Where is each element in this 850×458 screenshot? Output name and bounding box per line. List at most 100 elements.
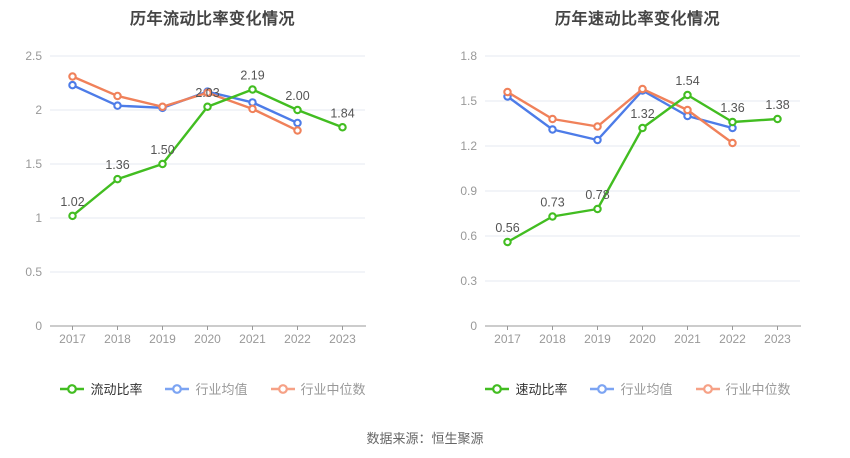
y-axis-tick-label: 0.6 bbox=[460, 229, 477, 243]
legend-item-label: 行业中位数 bbox=[300, 382, 366, 397]
y-axis-tick-label: 1.2 bbox=[460, 139, 477, 153]
x-axis-tick-label: 2020 bbox=[194, 332, 221, 346]
x-axis-tick-label: 2018 bbox=[104, 332, 131, 346]
data-point-label: 1.54 bbox=[675, 74, 699, 88]
data-point-label: 0.56 bbox=[495, 221, 519, 235]
data-point-marker bbox=[548, 125, 557, 134]
legend-item-3[interactable]: 行业中位数 bbox=[270, 379, 366, 398]
chart-plot: 0 0.3 0.6 0.9 1.2 1.5 1.8 2017 2018 2019 2020 2021 2… bbox=[460, 49, 801, 346]
data-point-label: 2.19 bbox=[240, 68, 264, 82]
data-point-marker bbox=[548, 114, 557, 124]
chart-legend: 速动比率 行业均值 行业中位数 bbox=[425, 379, 850, 398]
data-point-marker bbox=[338, 123, 347, 132]
legend-line-marker-icon bbox=[590, 383, 615, 394]
data-point-label: 2.03 bbox=[195, 86, 219, 100]
data-point-marker bbox=[68, 80, 77, 90]
x-axis-tick-label: 2021 bbox=[239, 332, 266, 346]
legend-line-marker-icon bbox=[485, 383, 510, 394]
y-axis-tick-label: 0 bbox=[470, 319, 477, 333]
data-point-marker bbox=[293, 126, 302, 135]
legend-line-marker-icon bbox=[695, 383, 720, 394]
legend-item-label: 行业中位数 bbox=[725, 382, 791, 397]
y-axis-tick-label: 0.9 bbox=[460, 184, 477, 198]
x-axis-tick-label: 2021 bbox=[674, 332, 701, 346]
data-point-label: 0.73 bbox=[540, 196, 564, 210]
data-point-marker bbox=[68, 211, 77, 221]
data-point-label: 1.02 bbox=[60, 195, 84, 209]
quick-ratio-chart: 历年速动比率变化情况 0 0.3 0.6 0.9 1.2 1.5 1.8 2017 2018 20… bbox=[425, 0, 850, 412]
legend-item-1[interactable]: 速动比率 bbox=[484, 379, 567, 398]
legend-item-label: 流动比率 bbox=[90, 382, 143, 397]
data-point-marker bbox=[638, 123, 647, 133]
legend-item-2[interactable]: 行业均值 bbox=[589, 379, 673, 398]
y-axis-tick-label: 0.5 bbox=[25, 265, 42, 279]
legend-marker-circle bbox=[492, 383, 503, 394]
x-axis-tick-label: 2019 bbox=[149, 332, 176, 346]
chart-title: 历年速动比率变化情况 bbox=[554, 11, 720, 28]
x-axis-tick-label: 2017 bbox=[494, 332, 521, 346]
data-point-marker bbox=[773, 114, 782, 124]
data-point-label: 1.32 bbox=[630, 107, 654, 121]
y-axis-tick-label: 1.5 bbox=[25, 157, 42, 171]
legend-marker-circle bbox=[277, 383, 288, 394]
x-axis-tick-label: 2020 bbox=[629, 332, 656, 346]
data-source-note: 数据来源：恒生聚源 bbox=[366, 431, 484, 446]
legend-item-label: 行业均值 bbox=[620, 382, 673, 397]
y-axis-tick-label: 2.5 bbox=[25, 49, 42, 63]
data-point-marker bbox=[683, 105, 692, 115]
data-point-label: 1.84 bbox=[330, 106, 354, 120]
chart-plot: 0 0.5 1 1.5 2 2.5 2017 2018 2019 2020 2021 2022 2023… bbox=[25, 49, 366, 346]
y-axis-tick-label: 0.3 bbox=[460, 274, 477, 288]
legend-item-3[interactable]: 行业中位数 bbox=[695, 379, 791, 398]
legend-marker-circle bbox=[172, 383, 183, 394]
data-point-marker bbox=[593, 204, 602, 214]
data-point-marker bbox=[113, 91, 122, 101]
data-point-marker bbox=[728, 138, 737, 148]
legend-item-2[interactable]: 行业均值 bbox=[164, 379, 248, 398]
data-point-marker bbox=[293, 105, 302, 115]
y-axis-tick-label: 0 bbox=[35, 319, 42, 333]
legend-marker-circle bbox=[597, 383, 608, 394]
data-point-marker bbox=[593, 122, 602, 131]
x-axis-tick-label: 2018 bbox=[539, 332, 566, 346]
legend-line-marker-icon bbox=[60, 383, 85, 394]
data-point-marker bbox=[683, 90, 692, 100]
data-point-label: 0.78 bbox=[585, 188, 609, 202]
data-point-label: 1.36 bbox=[720, 101, 744, 115]
data-point-marker bbox=[548, 212, 557, 221]
data-point-marker bbox=[293, 118, 302, 128]
legend-item-label: 行业均值 bbox=[195, 382, 248, 397]
data-point-marker bbox=[638, 84, 647, 94]
data-point-marker bbox=[113, 101, 122, 110]
data-point-marker bbox=[158, 159, 167, 169]
x-axis-tick-label: 2022 bbox=[719, 332, 746, 346]
data-point-marker bbox=[248, 85, 257, 94]
data-point-marker bbox=[728, 117, 737, 127]
legend-marker-circle bbox=[702, 383, 713, 394]
data-point-marker bbox=[248, 104, 257, 114]
series-line bbox=[71, 75, 299, 132]
chart-title: 历年流动比率变化情况 bbox=[129, 11, 295, 28]
data-point-label: 1.50 bbox=[150, 143, 174, 157]
legend-line-marker-icon bbox=[165, 383, 190, 394]
data-point-marker bbox=[593, 135, 602, 145]
series-line bbox=[506, 89, 734, 142]
legend-item-1[interactable]: 流动比率 bbox=[59, 379, 142, 398]
data-point-marker bbox=[158, 102, 167, 112]
data-point-label: 1.38 bbox=[765, 98, 789, 112]
data-point-marker bbox=[503, 87, 512, 97]
data-point-marker bbox=[203, 88, 212, 97]
x-axis-tick-label: 2022 bbox=[284, 332, 311, 346]
x-axis-tick-label: 2023 bbox=[329, 332, 356, 346]
data-point-label: 2.00 bbox=[285, 89, 309, 103]
data-point-marker bbox=[113, 174, 122, 184]
data-point-marker bbox=[68, 72, 77, 81]
x-axis-tick-label: 2023 bbox=[764, 332, 791, 346]
series-line bbox=[506, 87, 734, 145]
legend-line-marker-icon bbox=[270, 383, 295, 394]
chart-legend: 流动比率 行业均值 行业中位数 bbox=[0, 379, 425, 398]
data-point-marker bbox=[503, 237, 512, 247]
y-axis-tick-label: 1 bbox=[35, 211, 42, 225]
y-axis-tick-label: 1.5 bbox=[460, 94, 477, 108]
